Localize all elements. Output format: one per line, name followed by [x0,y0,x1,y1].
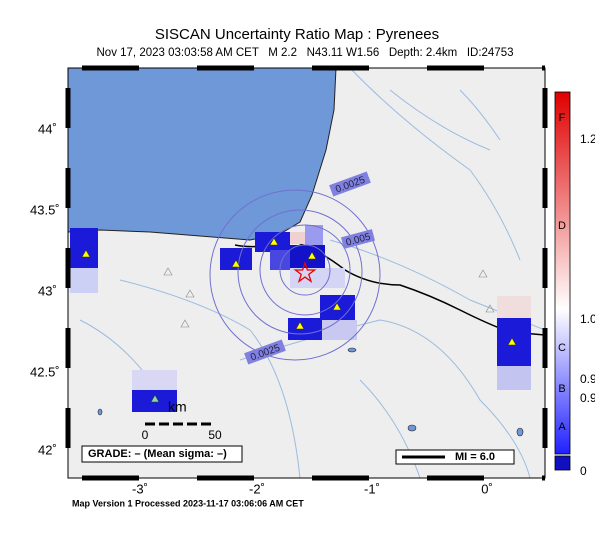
colorbar-value: 0.9 [580,372,595,386]
scale-unit: km [168,399,187,415]
lat-label: 43.5˚ [30,202,60,217]
title: SISCAN Uncertainty Ratio Map : Pyrenees [155,26,439,43]
stations [81,237,517,403]
lat-label: 44˚ [38,121,57,136]
colorbar [554,91,571,455]
uncertainty-cells [70,225,531,412]
colorbar-grades: F D C B A [558,112,566,433]
contour-labels: 0.0025 0.005 0.0025 [244,171,376,365]
lat-label: 42˚ [38,442,57,457]
grade: GRADE: – (Mean sigma: –) [88,448,227,460]
lon-label: 0˚ [481,481,493,496]
colorbar-value: 0 [580,464,587,478]
colorbar-values: 1.2 1.0 0.9 0.9 0 [580,132,595,478]
epicenter [293,260,317,284]
lat-label: 43˚ [38,283,57,298]
lat-labels: 44˚ 43.5˚ 43˚ 42.5˚ 42˚ [30,121,60,457]
grade-letter: C [558,342,566,354]
lat-label: 42.5˚ [30,364,60,379]
colorbar-value: 1.0 [580,312,595,326]
scale-start: 0 [142,428,149,442]
lon-labels: -3˚ -2˚ -1˚ 0˚ [132,481,493,496]
scale-end: 50 [208,428,222,442]
colorbar-value: 1.2 [580,132,595,146]
grade-letter: A [558,421,566,433]
lon-label: -2˚ [249,481,265,496]
grade-letter: B [558,383,565,395]
colorbar-value: 0.9 [580,391,595,405]
grade-letter: D [558,220,566,232]
subtitle: Nov 17, 2023 03:03:58 AM CET M 2.2 N43.1… [97,47,514,59]
lon-label: -1˚ [364,481,380,496]
grade-letter: F [559,112,566,124]
footer: Map Version 1 Processed 2023-11-17 03:06… [72,498,304,508]
map-area: 0.0025 0.005 0.0025 km 0 50 GRADE: – (Me… [68,68,545,478]
mi-label: MI = 6.0 [455,451,495,463]
lon-label: -3˚ [132,481,148,496]
